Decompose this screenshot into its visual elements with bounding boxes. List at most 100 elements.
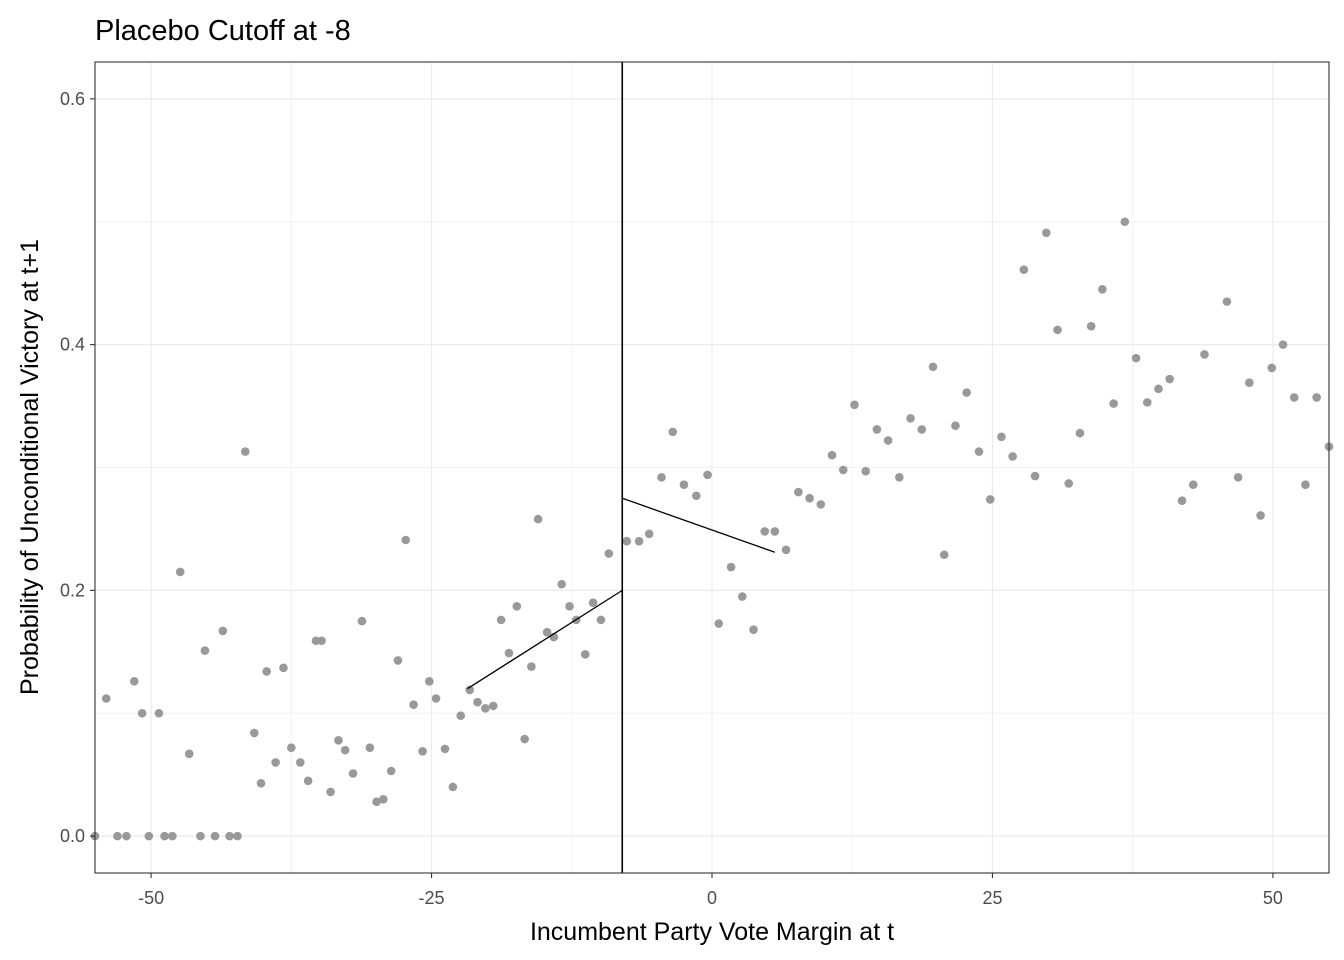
data-point bbox=[770, 527, 780, 536]
data-point bbox=[262, 667, 271, 676]
data-point bbox=[939, 550, 949, 560]
data-point bbox=[917, 425, 927, 434]
data-point bbox=[985, 495, 995, 504]
data-point bbox=[122, 831, 131, 841]
data-point bbox=[749, 625, 758, 634]
y-tick-label: 0.6 bbox=[60, 89, 85, 109]
data-point bbox=[379, 794, 388, 804]
data-point bbox=[557, 579, 566, 589]
data-point bbox=[481, 704, 490, 713]
data-point bbox=[565, 602, 574, 611]
y-tick-label: 0.2 bbox=[60, 580, 85, 600]
data-point bbox=[431, 694, 441, 703]
data-point bbox=[1109, 399, 1118, 408]
data-point bbox=[317, 636, 326, 646]
data-point bbox=[703, 470, 712, 480]
data-point bbox=[418, 747, 427, 756]
data-point bbox=[440, 744, 450, 754]
data-point bbox=[409, 700, 418, 709]
data-point bbox=[175, 567, 185, 577]
data-point bbox=[271, 758, 280, 767]
data-point bbox=[588, 598, 598, 607]
data-point bbox=[838, 465, 848, 475]
data-point bbox=[1154, 384, 1163, 394]
data-point bbox=[357, 616, 367, 626]
data-point bbox=[1098, 285, 1107, 294]
x-tick-label: 0 bbox=[707, 888, 717, 908]
data-point bbox=[737, 592, 747, 601]
data-point bbox=[805, 493, 814, 503]
data-point bbox=[997, 432, 1006, 442]
data-point bbox=[393, 656, 403, 665]
data-point bbox=[962, 388, 971, 397]
data-point bbox=[760, 527, 770, 536]
data-point bbox=[101, 694, 111, 703]
data-point bbox=[1256, 511, 1265, 520]
fit-lines bbox=[467, 497, 776, 690]
data-point bbox=[816, 500, 826, 509]
data-point bbox=[512, 602, 522, 611]
fit-line bbox=[622, 497, 776, 553]
data-point bbox=[401, 535, 411, 545]
data-point bbox=[1053, 325, 1062, 335]
data-point bbox=[256, 778, 266, 788]
data-point bbox=[340, 745, 350, 755]
data-point bbox=[386, 766, 396, 776]
data-point bbox=[334, 735, 343, 745]
data-point bbox=[372, 797, 381, 807]
data-point bbox=[928, 362, 938, 372]
data-point bbox=[504, 648, 514, 658]
data-point bbox=[1064, 479, 1074, 488]
data-point bbox=[456, 711, 466, 721]
data-point bbox=[714, 619, 724, 628]
data-points bbox=[90, 217, 1334, 841]
data-point bbox=[1245, 378, 1254, 388]
data-point bbox=[225, 831, 234, 841]
data-point bbox=[365, 743, 375, 752]
data-point bbox=[1267, 363, 1277, 373]
data-point bbox=[668, 427, 678, 437]
data-point bbox=[488, 701, 498, 711]
data-point bbox=[1289, 393, 1299, 402]
data-point bbox=[241, 447, 250, 456]
data-point bbox=[794, 487, 803, 497]
data-point bbox=[1019, 265, 1029, 274]
data-point bbox=[129, 677, 139, 686]
data-point bbox=[596, 615, 606, 625]
data-point bbox=[580, 649, 590, 659]
data-point bbox=[137, 708, 147, 718]
fit-line bbox=[467, 589, 623, 690]
x-tick-label: -25 bbox=[419, 888, 445, 908]
data-point bbox=[1008, 452, 1017, 461]
data-point bbox=[196, 831, 205, 841]
data-point bbox=[634, 536, 644, 546]
data-point bbox=[295, 758, 305, 767]
data-point bbox=[827, 450, 837, 460]
data-point bbox=[644, 529, 654, 539]
data-point bbox=[861, 466, 870, 476]
data-point bbox=[1200, 350, 1209, 359]
data-point bbox=[1177, 496, 1187, 505]
grid bbox=[95, 62, 1329, 873]
axis-ticks: -50 -25 0 25 50 0.0 0.2 0.4 0.6 bbox=[60, 89, 1283, 908]
data-point bbox=[1188, 480, 1198, 490]
data-point bbox=[496, 615, 506, 625]
data-point bbox=[303, 776, 313, 786]
x-tick-label: 25 bbox=[982, 888, 1002, 908]
x-axis-title: Incumbent Party Vote Margin at t bbox=[530, 918, 894, 946]
data-point bbox=[781, 545, 791, 555]
data-point bbox=[200, 646, 210, 655]
data-point bbox=[287, 743, 296, 752]
data-point bbox=[604, 549, 614, 558]
y-tick-label: 0.0 bbox=[60, 826, 85, 846]
data-point bbox=[1120, 217, 1130, 227]
data-point bbox=[184, 749, 194, 759]
data-point bbox=[160, 831, 169, 841]
data-point bbox=[872, 425, 882, 434]
data-point bbox=[883, 436, 893, 445]
data-point bbox=[168, 831, 177, 841]
data-point bbox=[1222, 297, 1232, 306]
data-point bbox=[622, 536, 632, 546]
data-point bbox=[144, 831, 154, 841]
